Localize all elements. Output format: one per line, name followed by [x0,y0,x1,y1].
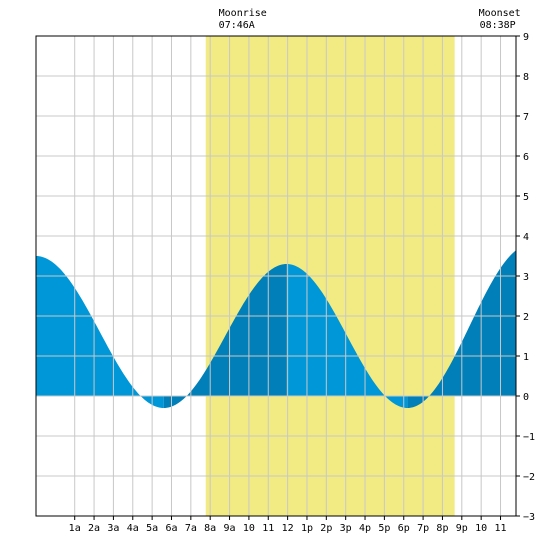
y-tick-label: 6 [523,152,529,163]
x-tick-label: 12 [282,523,294,534]
y-tick-label: 9 [523,32,529,43]
x-tick-label: 2a [88,523,100,534]
x-tick-label: 11 [262,523,274,534]
x-tick-label: 8a [204,523,216,534]
x-tick-label: 7a [185,523,197,534]
x-tick-label: 1a [69,523,81,534]
x-tick-label: 1p [301,523,313,534]
y-tick-label: 2 [523,312,529,323]
x-tick-label: 4p [359,523,371,534]
x-tick-label: 3p [340,523,352,534]
x-tick-label: 5a [146,523,158,534]
y-tick-label: 1 [523,352,529,363]
y-tick-label: 5 [523,192,529,203]
x-tick-label: 10 [475,523,487,534]
falling-tide-area [286,264,408,408]
y-tick-label: 8 [523,72,529,83]
x-tick-label: 6a [165,523,177,534]
rising-tide-area [407,250,516,408]
x-tick-label: 7p [417,523,429,534]
x-tick-label: 9a [224,523,236,534]
x-tick-label: 11 [494,523,506,534]
x-tick-label: 5p [378,523,390,534]
x-tick-label: 10 [243,523,255,534]
x-tick-label: 8p [436,523,448,534]
x-tick-label: 9p [456,523,468,534]
y-tick-label: −2 [523,472,535,483]
moonrise-title: Moonrise [219,8,267,19]
y-tick-label: 7 [523,112,529,123]
y-tick-label: 3 [523,272,529,283]
x-tick-label: 2p [320,523,332,534]
moonset-time: 08:38P [480,20,516,31]
x-tick-label: 4a [127,523,139,534]
y-tick-label: 4 [523,232,529,243]
plot-frame [35,35,517,517]
x-tick-label: 6p [398,523,410,534]
y-tick-label: −3 [523,512,535,523]
rising-tide-area [163,264,287,408]
y-tick-label: 0 [523,392,529,403]
moonset-title: Moonset [479,8,521,19]
y-tick-label: −1 [523,432,535,443]
falling-tide-area [36,256,164,408]
moonrise-time: 07:46A [219,20,255,31]
x-tick-label: 3a [107,523,119,534]
